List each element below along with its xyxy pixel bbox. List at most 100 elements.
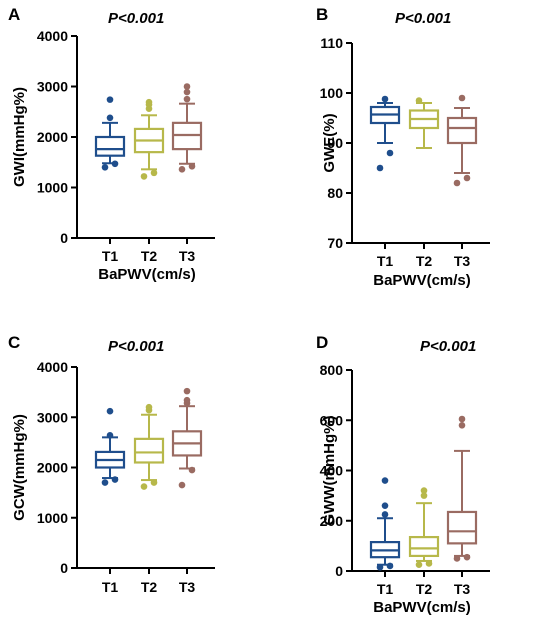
outlier-point (150, 169, 158, 177)
box-T1 (94, 96, 126, 171)
box-T1 (94, 407, 126, 486)
outlier-point (376, 164, 384, 172)
y-tick-label: 70 (327, 235, 343, 251)
outlier-point (111, 160, 119, 168)
panel-label: C (8, 333, 20, 352)
outlier-point (386, 149, 394, 157)
outlier-point (140, 173, 148, 180)
outlier-point (381, 477, 389, 484)
chart-title: P<0.001 (420, 338, 476, 355)
outlier-point (178, 481, 186, 489)
outlier-point (145, 98, 153, 106)
panel-A: A P<0.001 0 1000 2000 3000 4000 GWI(mmHg%) T1 T2 T… (8, 5, 215, 283)
outlier-point (381, 95, 389, 103)
outlier-point (458, 415, 466, 423)
outlier-point (106, 114, 114, 122)
outlier-point (145, 403, 153, 411)
outlier-point (183, 387, 191, 395)
box-T2 (408, 97, 440, 149)
outlier-point (106, 407, 114, 415)
x-axis-label: BaPWV(cm/s) (373, 272, 471, 289)
outlier-point (415, 97, 423, 104)
y-tick-label: 110 (320, 35, 343, 51)
outlier-point (376, 563, 384, 571)
y-tick-label: 0 (60, 230, 68, 246)
x-tick-label: T2 (416, 253, 433, 269)
outlier-point (106, 432, 114, 439)
outlier-point (188, 162, 196, 170)
y-axis-label: GWW(mmHg%) (321, 416, 338, 526)
outlier-point (381, 511, 389, 518)
outlier-point (101, 479, 109, 486)
y-tick-label: 90 (327, 135, 343, 151)
outlier-point (101, 164, 109, 171)
chart-title: P<0.001 (108, 338, 164, 355)
x-tick-label: T3 (179, 579, 196, 595)
outlier-point (420, 487, 428, 494)
y-tick-label: 3000 (37, 79, 68, 95)
panel-label: D (316, 333, 328, 352)
panel-label: B (316, 5, 328, 24)
outlier-point (463, 553, 471, 561)
x-tick-label: T3 (179, 248, 196, 264)
y-axis-label: GWE(%) (321, 113, 338, 172)
y-tick-label: 600 (320, 412, 344, 428)
outlier-point (453, 179, 461, 187)
x-tick-label: T1 (377, 253, 394, 269)
box-iqr (408, 535, 440, 558)
box-T3 (171, 387, 203, 489)
y-tick-label: 2000 (37, 460, 68, 476)
box-T1 (369, 477, 401, 571)
y-axis-label: GCW(mmHg%) (11, 414, 28, 521)
outlier-point (463, 174, 471, 182)
y-tick-label: 1000 (37, 510, 68, 526)
box-T2 (133, 403, 165, 490)
y-tick-label: 4000 (37, 28, 68, 44)
x-tick-label: T1 (377, 581, 394, 597)
x-tick-label: T2 (416, 581, 433, 597)
x-axis-label: BaPWV(cm/s) (373, 599, 471, 616)
outlier-point (188, 466, 196, 474)
outlier-point (106, 96, 114, 103)
y-tick-label: 0 (60, 560, 68, 576)
box-T2 (133, 98, 165, 180)
box-iqr (94, 135, 126, 157)
y-tick-label: 2000 (37, 129, 68, 145)
outlier-point (453, 555, 461, 562)
x-axis-label: BaPWV(cm/s) (98, 266, 196, 283)
outlier-point (420, 492, 428, 499)
y-tick-label: 800 (320, 362, 344, 378)
outlier-point (150, 479, 158, 486)
panel-C: C P<0.001 0 1000 2000 3000 4000 GCW(mmHg%) T1 T2 T… (8, 333, 215, 595)
y-tick-label: 400 (320, 463, 344, 479)
box-iqr (446, 116, 478, 145)
y-tick-label: 200 (320, 513, 344, 529)
box-iqr (446, 510, 478, 545)
box-T1 (369, 95, 401, 172)
chart-title: P<0.001 (395, 10, 451, 27)
outlier-point (415, 561, 423, 569)
y-tick-label: 4000 (37, 359, 68, 375)
y-tick-label: 3000 (37, 409, 68, 425)
x-tick-label: T2 (141, 579, 158, 595)
outlier-point (183, 95, 191, 103)
y-tick-label: 80 (327, 185, 343, 201)
y-tick-label: 1000 (37, 180, 68, 196)
chart-title: P<0.001 (108, 10, 164, 27)
box-T2 (408, 487, 440, 569)
panel-label: A (8, 5, 20, 24)
outlier-point (458, 94, 466, 102)
x-tick-label: T2 (141, 248, 158, 264)
outlier-point (386, 562, 394, 570)
outlier-point (183, 83, 191, 90)
x-tick-label: T1 (102, 248, 119, 264)
y-tick-label: 0 (335, 563, 343, 579)
x-tick-label: T1 (102, 579, 119, 595)
x-tick-label: T3 (454, 581, 471, 597)
outlier-point (458, 421, 466, 429)
box-T3 (446, 94, 478, 187)
box-iqr (133, 437, 165, 464)
outlier-point (425, 560, 433, 567)
